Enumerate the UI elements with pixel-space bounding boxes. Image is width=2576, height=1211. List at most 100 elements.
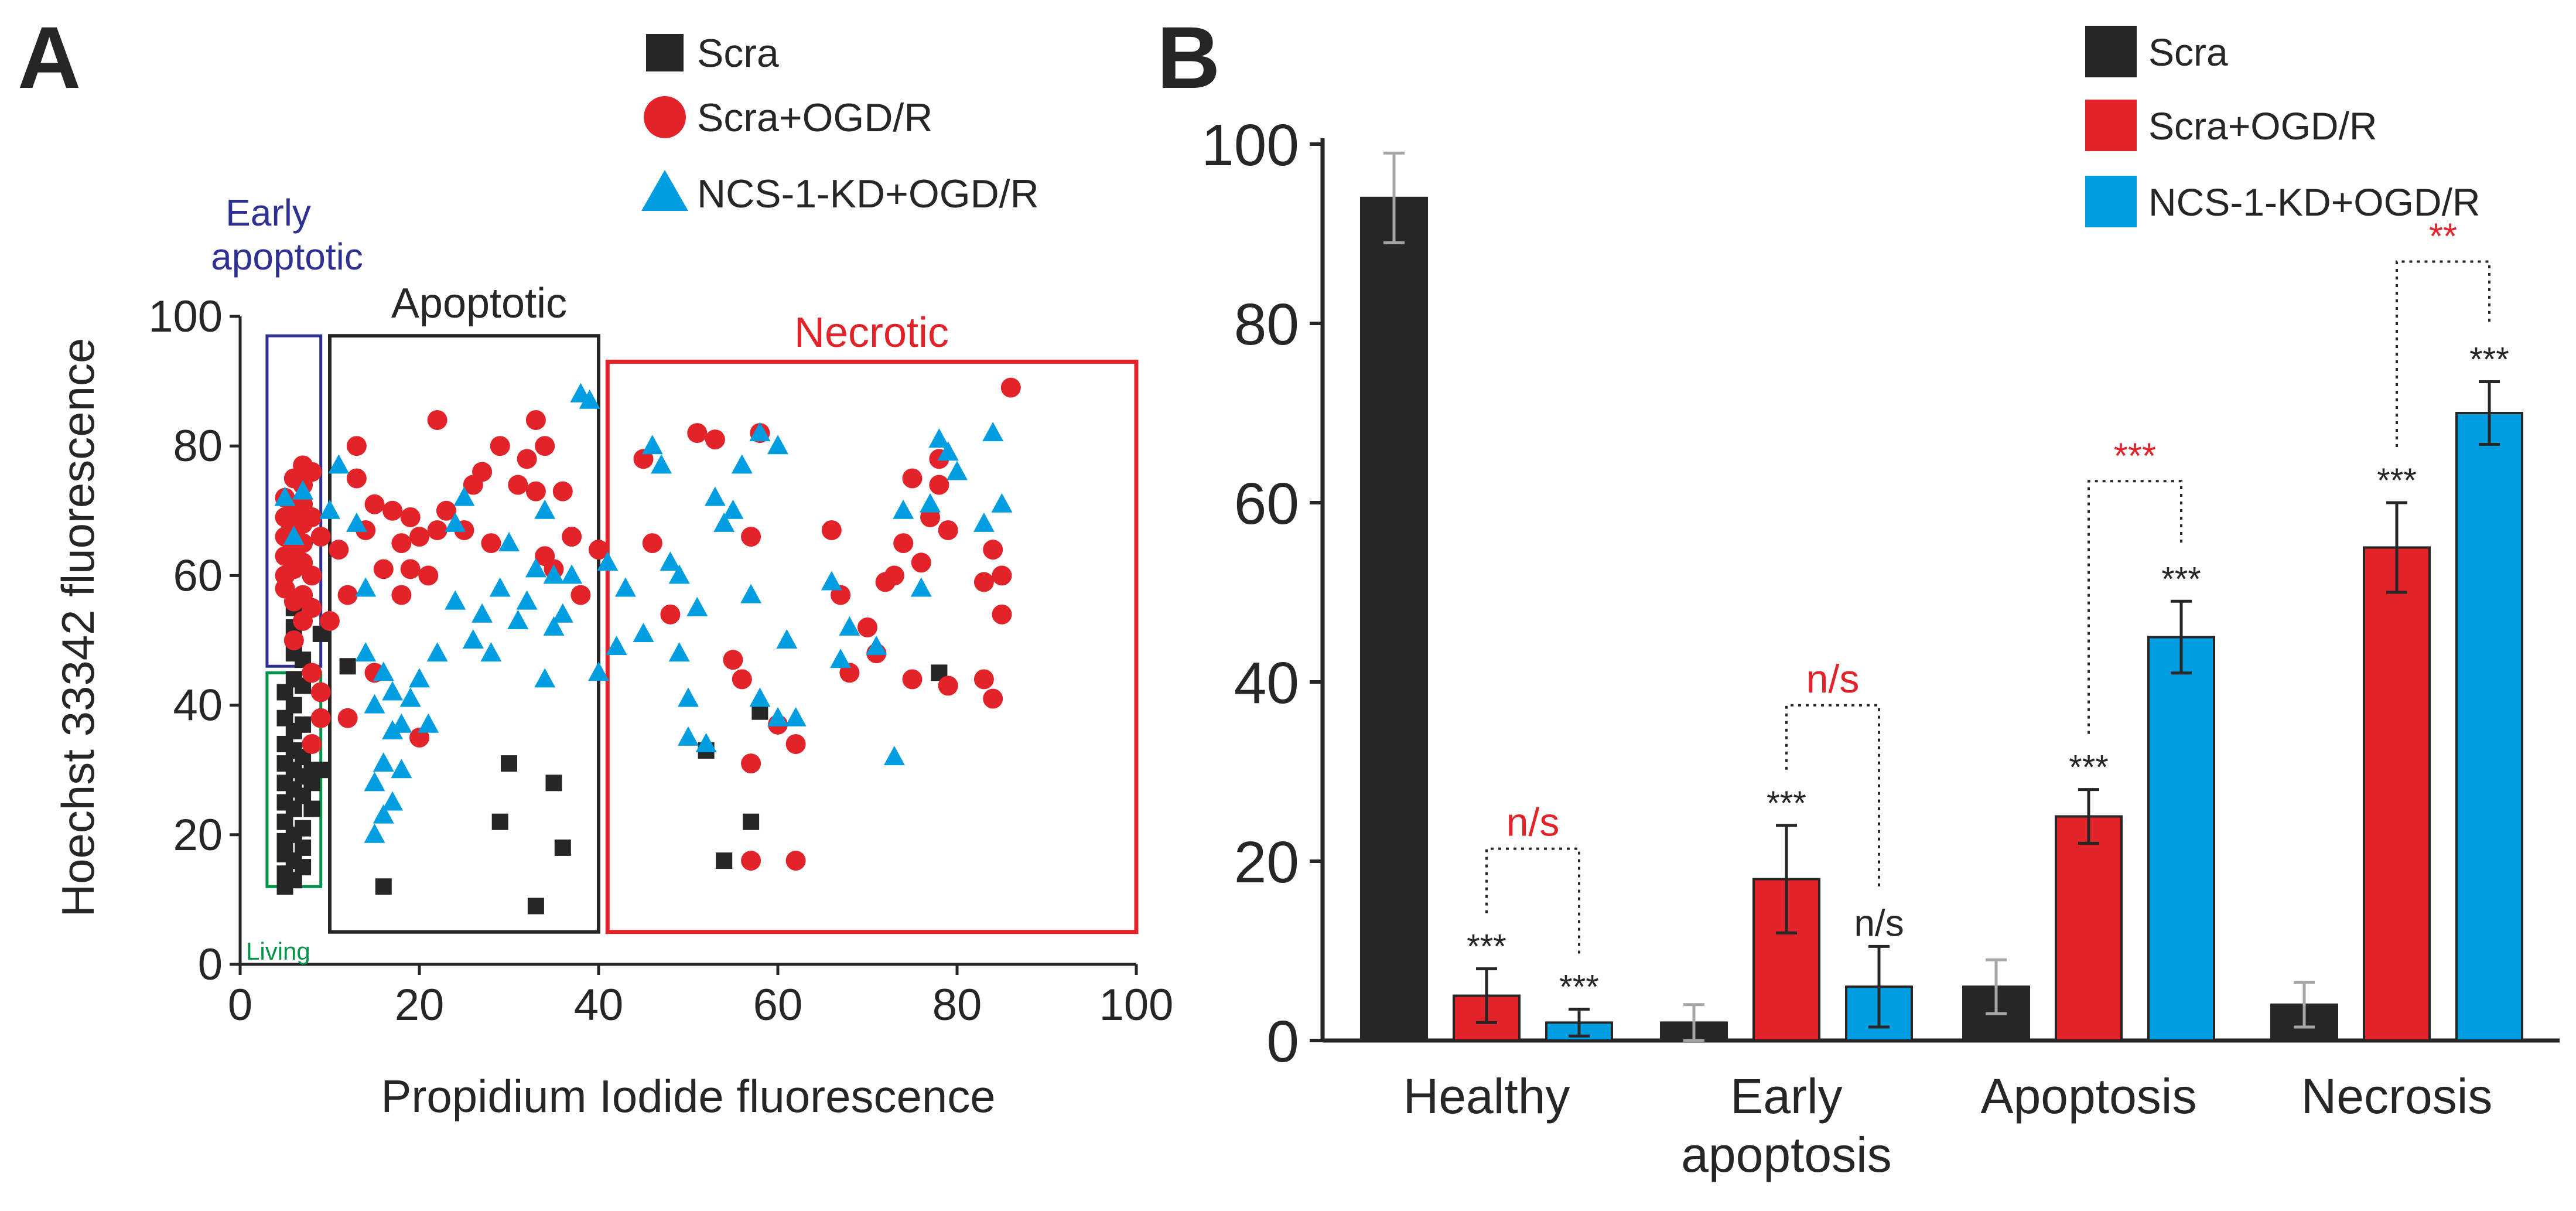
legend-label: Scra [2148, 30, 2228, 74]
scatter-point-ncs1-kd [274, 486, 296, 506]
y-tick-label: 80 [173, 421, 223, 471]
scatter-point-scra-ogd [436, 500, 456, 521]
scatter-point-scra-ogd [938, 520, 958, 540]
legend-label: Scra+OGD/R [2148, 104, 2377, 148]
scatter-point-scra-ogd [302, 462, 322, 482]
scatter-point-scra [554, 839, 571, 856]
scatter-point-scra-ogd [337, 585, 358, 605]
scatter-point-scra-ogd [391, 585, 412, 605]
scatter-point-ncs1-kd [418, 713, 439, 733]
scatter-point-ncs1-kd [453, 486, 475, 506]
x-tick-label: 60 [753, 980, 803, 1030]
scatter-point-ncs1-kd [893, 499, 914, 519]
scatter-point-ncs1-kd [498, 532, 520, 552]
scatter-point-scra [491, 813, 508, 830]
scatter-point-ncs1-kd [561, 564, 583, 584]
significance-label: *** [2469, 340, 2509, 378]
scatter-point-ncs1-kd [382, 719, 404, 739]
scatter-point-ncs1-kd [614, 577, 636, 597]
scatter-point-ncs1-kd [364, 823, 385, 843]
significance-label: *** [1559, 968, 1599, 1006]
scatter-point-scra-ogd [525, 410, 546, 430]
scatter-point-scra-ogd [400, 559, 421, 579]
scatter-point-scra-ogd [687, 423, 708, 444]
scatter-point-ncs1-kd [776, 629, 798, 649]
scatter-point-scra-ogd [884, 565, 904, 586]
legend-swatch [2085, 26, 2137, 77]
scatter-point-ncs1-kd [373, 804, 394, 824]
region-early-apoptotic-label: apoptotic [211, 236, 363, 278]
region-necrotic-box [605, 359, 1139, 934]
region-apoptotic-box [328, 334, 600, 934]
scatter-point-scra-ogd [893, 533, 914, 554]
scatter-point-scra [545, 775, 562, 792]
scatter-point-ncs1-kd [928, 428, 950, 448]
scatter-point-ncs1-kd [364, 694, 385, 714]
scatter-point-ncs1-kd [588, 661, 609, 681]
scatter-point-scra [375, 878, 392, 895]
scatter-point-ncs1-kd [767, 435, 788, 455]
bar-scra-ogd-r [2363, 546, 2431, 1042]
scatter-point-scra-ogd [346, 468, 367, 489]
region-early-apoptotic-box [265, 334, 323, 668]
scatter-point-scra-ogd [552, 481, 573, 502]
scatter-point-ncs1-kd [399, 687, 421, 707]
region-necrotic-label: Necrotic [794, 309, 949, 356]
scatter-point-ncs1-kd [722, 499, 744, 519]
scatter-point-scra-ogd [364, 494, 385, 514]
y-tick-label: 40 [173, 681, 223, 731]
scatter-point-ncs1-kd [749, 687, 771, 707]
scatter-point-ncs1-kd [947, 460, 968, 480]
comparison-bracket [2088, 480, 2182, 734]
scatter-point-ncs1-kd [373, 661, 394, 681]
scatter-point-ncs1-kd [534, 668, 556, 688]
scatter-point-ncs1-kd [462, 629, 484, 649]
scatter-point-scra-ogd [337, 708, 358, 728]
scatter-point-scra-ogd [642, 533, 662, 554]
scatter-point-scra-ogd [302, 663, 322, 683]
scatter-point-scra-ogd [902, 669, 923, 690]
scatter-point-ncs1-kd [686, 596, 708, 616]
scatter-point-ncs1-kd [830, 649, 852, 668]
scatter-point-scra-ogd [983, 688, 1003, 709]
scatter-point-scra-ogd [302, 507, 322, 527]
scatter-point-ncs1-kd [525, 558, 546, 578]
scatter-point-scra [312, 762, 329, 779]
legend-swatch [2085, 100, 2137, 151]
y-tick-label: 0 [1266, 1009, 1299, 1074]
scatter-point-ncs1-kd [678, 687, 699, 707]
scatter-point-scra-ogd [418, 565, 439, 586]
category-label: Apoptosis [1981, 1069, 2197, 1124]
bar-ncs-1-kd-ogd-r [2455, 412, 2523, 1042]
y-tick-label: 80 [1234, 292, 1299, 357]
scatter-point-ncs1-kd [641, 435, 663, 455]
scatter-point-scra-ogd [508, 475, 528, 495]
panel-a-letter: A [18, 8, 81, 107]
significance-label: *** [1467, 928, 1506, 966]
scatter-point-scra [285, 697, 302, 714]
x-tick-label: 80 [932, 980, 982, 1030]
legend-marker-scra-ogd [644, 96, 686, 138]
region-apoptotic-label: Apoptotic [391, 280, 567, 327]
scatter-point-ncs1-kd [472, 603, 493, 623]
scatter-point-scra-ogd [938, 676, 958, 696]
comparison-label: ** [2429, 216, 2457, 257]
scatter-point-scra-ogd [785, 851, 806, 871]
bar-scra-ogd-r [2055, 815, 2123, 1042]
region-early-apoptotic-label: Early [226, 192, 311, 234]
scatter-point-ncs1-kd [552, 603, 573, 623]
legend-swatch [2085, 176, 2137, 227]
scatter-point-scra-ogd [857, 617, 877, 637]
scatter-point-scra-ogd [535, 436, 555, 456]
x-axis-label: Propidium Iodide fluorescence [381, 1070, 995, 1122]
scatter-point-ncs1-kd [991, 493, 1013, 513]
category-label: Early [1730, 1069, 1842, 1124]
scatter-point-ncs1-kd [920, 493, 941, 513]
comparison-bracket [1485, 847, 1580, 954]
y-tick-label: 20 [1234, 830, 1299, 895]
scatter-point-scra-ogd [302, 565, 322, 586]
scatter-point-ncs1-kd [346, 512, 367, 532]
scatter-point-scra [295, 820, 312, 837]
scatter-point-ncs1-kd [328, 454, 350, 474]
